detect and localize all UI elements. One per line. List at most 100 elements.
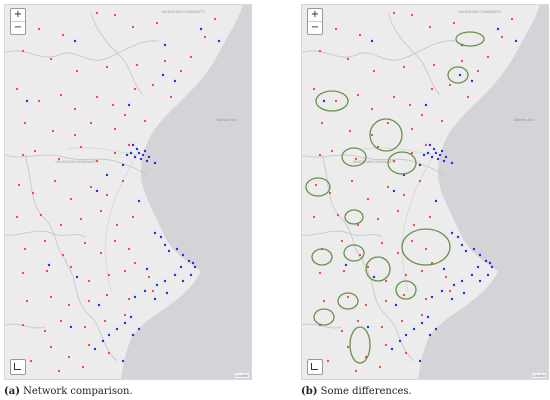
- red-point-marker[interactable]: [424, 143, 428, 147]
- red-point-marker[interactable]: [83, 325, 87, 329]
- fullscreen-button[interactable]: [10, 359, 26, 375]
- blue-point-marker[interactable]: [125, 153, 129, 157]
- red-point-marker[interactable]: [143, 119, 147, 123]
- blue-point-marker[interactable]: [133, 295, 137, 299]
- map-canvas[interactable]: VALENCIAN COMMUNITY VALENCIAN COMMUNITY Ba…: [5, 5, 251, 379]
- blue-point-marker[interactable]: [464, 249, 468, 253]
- red-point-marker[interactable]: [430, 261, 434, 265]
- red-point-marker[interactable]: [444, 275, 448, 279]
- red-point-marker[interactable]: [340, 329, 344, 333]
- red-point-marker[interactable]: [95, 159, 99, 163]
- red-point-marker[interactable]: [366, 197, 370, 201]
- blue-point-marker[interactable]: [496, 27, 500, 31]
- red-point-marker[interactable]: [111, 103, 115, 107]
- blue-point-marker[interactable]: [366, 325, 370, 329]
- red-point-marker[interactable]: [79, 217, 83, 221]
- blue-point-marker[interactable]: [430, 155, 434, 159]
- red-point-marker[interactable]: [135, 63, 139, 67]
- blue-point-marker[interactable]: [217, 39, 221, 43]
- red-point-marker[interactable]: [340, 239, 344, 243]
- red-point-marker[interactable]: [213, 17, 217, 21]
- red-point-marker[interactable]: [392, 159, 396, 163]
- blue-point-marker[interactable]: [121, 359, 125, 363]
- blue-point-marker[interactable]: [97, 303, 101, 307]
- blue-point-marker[interactable]: [129, 151, 133, 155]
- red-point-marker[interactable]: [133, 87, 137, 91]
- blue-point-marker[interactable]: [123, 321, 127, 325]
- red-point-marker[interactable]: [99, 209, 103, 213]
- red-point-marker[interactable]: [37, 27, 41, 31]
- red-point-marker[interactable]: [67, 355, 71, 359]
- red-point-marker[interactable]: [376, 145, 380, 149]
- red-point-marker[interactable]: [420, 269, 424, 273]
- blue-point-marker[interactable]: [137, 151, 141, 155]
- red-point-marker[interactable]: [370, 133, 374, 137]
- blue-point-marker[interactable]: [69, 325, 73, 329]
- blue-point-marker[interactable]: [159, 235, 163, 239]
- red-point-marker[interactable]: [350, 179, 354, 183]
- blue-point-marker[interactable]: [394, 303, 398, 307]
- red-point-marker[interactable]: [378, 365, 382, 369]
- red-point-marker[interactable]: [87, 279, 91, 283]
- red-point-marker[interactable]: [123, 269, 127, 273]
- blue-point-marker[interactable]: [426, 315, 430, 319]
- red-point-marker[interactable]: [410, 151, 414, 155]
- red-point-marker[interactable]: [318, 271, 322, 275]
- red-point-marker[interactable]: [386, 121, 390, 125]
- red-point-marker[interactable]: [21, 49, 25, 53]
- blue-point-marker[interactable]: [444, 155, 448, 159]
- red-point-marker[interactable]: [384, 343, 388, 347]
- blue-point-marker[interactable]: [155, 283, 159, 287]
- red-point-marker[interactable]: [428, 25, 432, 29]
- red-point-marker[interactable]: [81, 365, 85, 369]
- blue-point-marker[interactable]: [452, 283, 456, 287]
- red-point-marker[interactable]: [103, 319, 107, 323]
- blue-point-marker[interactable]: [440, 149, 444, 153]
- red-point-marker[interactable]: [31, 191, 35, 195]
- attribution-link[interactable]: Leaflet: [234, 373, 249, 378]
- red-point-marker[interactable]: [95, 95, 99, 99]
- red-point-marker[interactable]: [354, 369, 358, 373]
- red-point-marker[interactable]: [121, 179, 125, 183]
- red-point-marker[interactable]: [354, 157, 358, 161]
- red-point-marker[interactable]: [356, 319, 360, 323]
- red-point-marker[interactable]: [127, 297, 131, 301]
- red-point-marker[interactable]: [61, 33, 65, 37]
- red-point-marker[interactable]: [57, 369, 61, 373]
- red-point-marker[interactable]: [133, 261, 137, 265]
- blue-point-marker[interactable]: [460, 279, 464, 283]
- zoom-out-button[interactable]: −: [11, 21, 25, 34]
- blue-point-marker[interactable]: [456, 235, 460, 239]
- red-point-marker[interactable]: [155, 21, 159, 25]
- blue-point-marker[interactable]: [424, 103, 428, 107]
- blue-point-marker[interactable]: [181, 279, 185, 283]
- red-point-marker[interactable]: [370, 107, 374, 111]
- blue-point-marker[interactable]: [145, 267, 149, 271]
- red-point-marker[interactable]: [410, 239, 414, 243]
- blue-point-marker[interactable]: [428, 333, 432, 337]
- red-point-marker[interactable]: [83, 241, 87, 245]
- blue-point-marker[interactable]: [173, 79, 177, 83]
- blue-point-marker[interactable]: [107, 333, 111, 337]
- blue-point-marker[interactable]: [131, 143, 135, 147]
- blue-point-marker[interactable]: [143, 149, 147, 153]
- red-point-marker[interactable]: [127, 143, 131, 147]
- red-point-marker[interactable]: [396, 209, 400, 213]
- red-point-marker[interactable]: [346, 295, 350, 299]
- blue-point-marker[interactable]: [392, 189, 396, 193]
- zoom-out-button[interactable]: −: [308, 21, 322, 34]
- red-point-marker[interactable]: [49, 57, 53, 61]
- red-point-marker[interactable]: [380, 241, 384, 245]
- red-point-marker[interactable]: [318, 49, 322, 53]
- blue-point-marker[interactable]: [47, 263, 51, 267]
- red-point-marker[interactable]: [410, 13, 414, 17]
- blue-point-marker[interactable]: [115, 327, 119, 331]
- red-point-marker[interactable]: [45, 269, 49, 273]
- red-point-marker[interactable]: [376, 217, 380, 221]
- red-point-marker[interactable]: [203, 35, 207, 39]
- blue-point-marker[interactable]: [163, 279, 167, 283]
- red-point-marker[interactable]: [364, 303, 368, 307]
- red-point-marker[interactable]: [23, 247, 27, 251]
- red-point-marker[interactable]: [358, 253, 362, 257]
- blue-point-marker[interactable]: [73, 39, 77, 43]
